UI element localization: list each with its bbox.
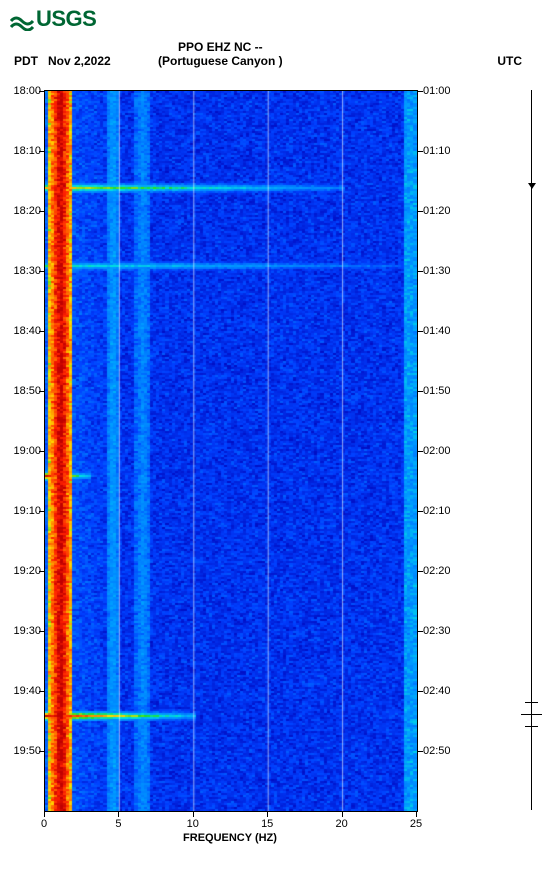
right-timezone: UTC (497, 54, 522, 68)
y-left-tick: 18:10 (0, 145, 41, 157)
y-right-tick: 01:10 (423, 145, 451, 157)
station-code: PPO EHZ NC -- (178, 40, 263, 54)
event-tick-icon (525, 726, 538, 727)
spectrogram-plot: 18:0018:1018:2018:3018:4018:5019:0019:10… (44, 90, 418, 812)
usgs-wave-icon (10, 7, 34, 31)
y-right-tick: 02:00 (423, 445, 451, 457)
y-left-tick: 19:30 (0, 625, 41, 637)
y-right-tick: 01:30 (423, 265, 451, 277)
x-tick: 20 (335, 818, 347, 830)
y-left-tick: 18:50 (0, 385, 41, 397)
event-tick-icon (521, 714, 542, 715)
x-tick: 5 (115, 818, 121, 830)
event-marker-icon (528, 183, 536, 189)
y-right-tick: 02:20 (423, 565, 451, 577)
y-left-tick: 18:40 (0, 325, 41, 337)
header-date: Nov 2,2022 (48, 54, 111, 68)
y-left-tick: 19:50 (0, 745, 41, 757)
y-left-tick: 18:00 (0, 85, 41, 97)
event-sidebar (531, 90, 532, 810)
x-tick: 10 (187, 818, 199, 830)
y-left-tick: 19:00 (0, 445, 41, 457)
x-tick: 15 (261, 818, 273, 830)
usgs-logo: USGS (10, 6, 96, 32)
y-right-tick: 02:50 (423, 745, 451, 757)
y-left-tick: 18:30 (0, 265, 41, 277)
x-tick: 25 (410, 818, 422, 830)
y-right-tick: 01:20 (423, 205, 451, 217)
spectrogram-canvas (45, 91, 417, 811)
y-right-tick: 01:50 (423, 385, 451, 397)
y-right-tick: 01:40 (423, 325, 451, 337)
station-name: (Portuguese Canyon ) (158, 54, 283, 68)
x-tick: 0 (41, 818, 47, 830)
y-left-tick: 18:20 (0, 205, 41, 217)
event-tick-icon (525, 702, 538, 703)
y-left-tick: 19:20 (0, 565, 41, 577)
y-right-tick: 02:40 (423, 685, 451, 697)
y-left-tick: 19:10 (0, 505, 41, 517)
y-right-tick: 02:10 (423, 505, 451, 517)
left-timezone: PDT (14, 54, 38, 68)
y-right-tick: 02:30 (423, 625, 451, 637)
y-left-tick: 19:40 (0, 685, 41, 697)
x-axis-label: FREQUENCY (HZ) (44, 832, 416, 844)
y-right-tick: 01:00 (423, 85, 451, 97)
usgs-logo-text: USGS (36, 6, 96, 32)
